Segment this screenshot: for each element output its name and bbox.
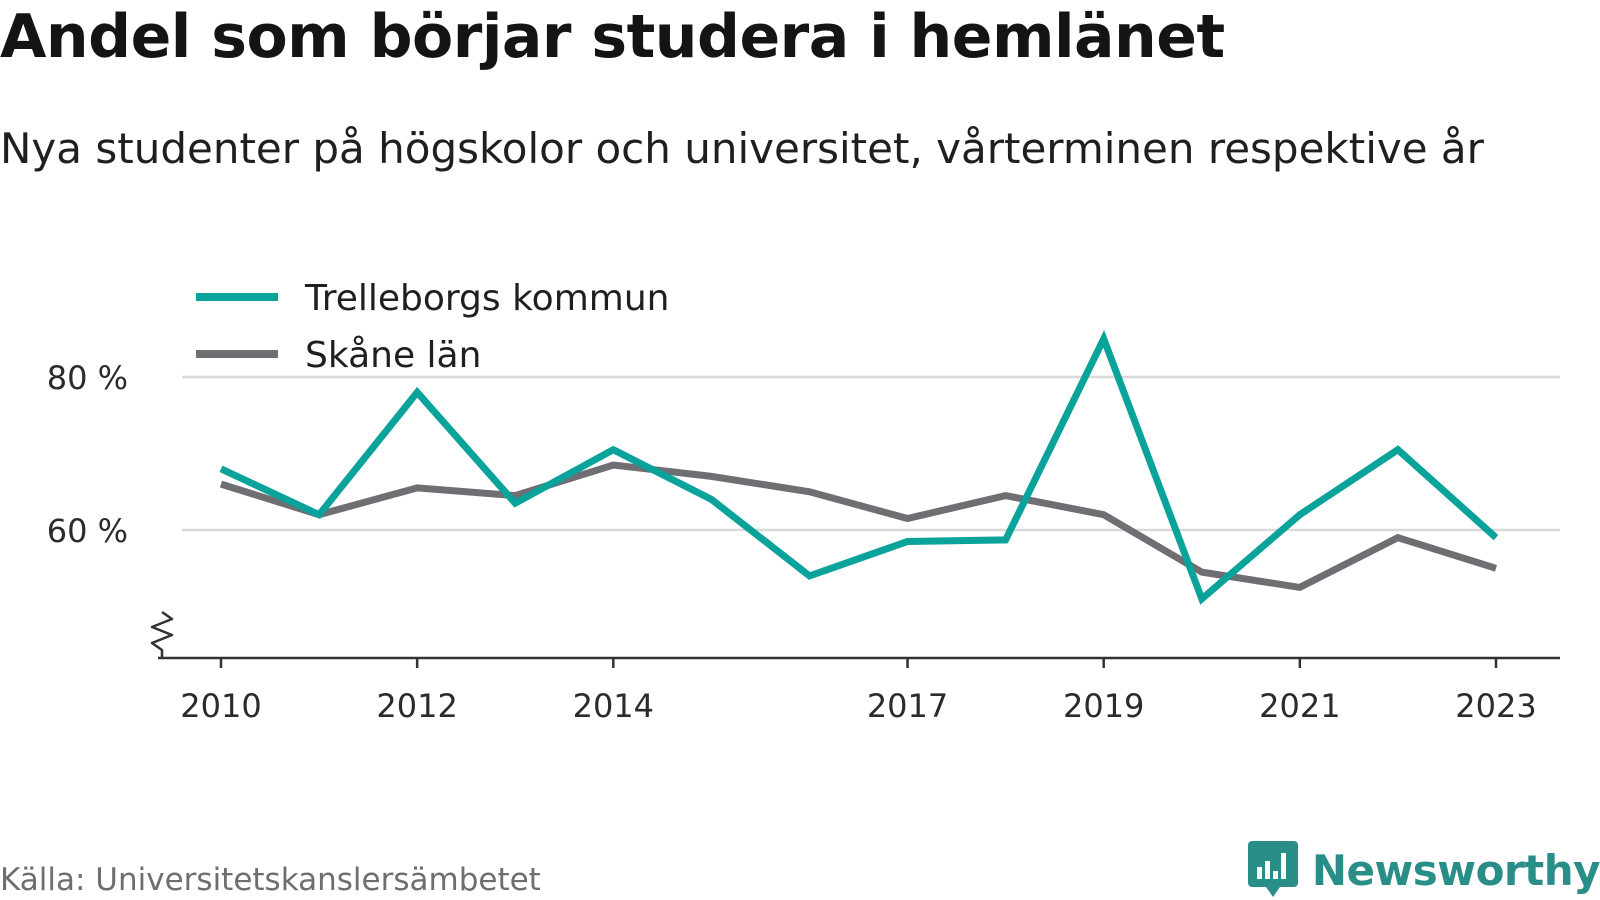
source-note: Källa: Universitetskanslersämbetet — [0, 862, 541, 898]
x-tick-label: 2017 — [867, 687, 948, 725]
axes: 2010 2012 2014 2017 2019 2021 2023 — [150, 610, 1560, 725]
x-tick-label: 2023 — [1455, 687, 1536, 725]
series-line-trelleborgs-kommun — [219, 329, 1499, 605]
x-tick-label: 2019 — [1063, 687, 1144, 725]
x-tick-label: 2010 — [180, 687, 261, 725]
bar-chart-speech-bubble-icon — [1247, 841, 1298, 897]
x-tick-label: 2012 — [376, 687, 457, 725]
y-tick-label: 60 % — [47, 512, 128, 550]
series-lines — [219, 329, 1499, 605]
y-axis-break-mark — [150, 610, 174, 658]
brand-name: Newsworthy — [1311, 845, 1600, 895]
chart-subtitle: Nya studenter på högskolor och universit… — [0, 124, 1484, 173]
x-tick-label: 2014 — [573, 687, 654, 725]
chart-title: Andel som börjar studera i hemlänet — [0, 2, 1225, 72]
series-line-skane-lan — [219, 461, 1498, 592]
brand-logo: Newsworthy — [1247, 841, 1600, 898]
legend-label: Skåne län — [305, 335, 481, 376]
y-tick-label: 80 % — [47, 359, 128, 397]
gridlines: 60 % 80 % — [47, 359, 1560, 550]
legend-label: Trelleborgs kommun — [304, 278, 669, 319]
x-tick-label: 2021 — [1259, 687, 1340, 725]
legend: Trelleborgs kommun Skåne län — [196, 278, 669, 376]
